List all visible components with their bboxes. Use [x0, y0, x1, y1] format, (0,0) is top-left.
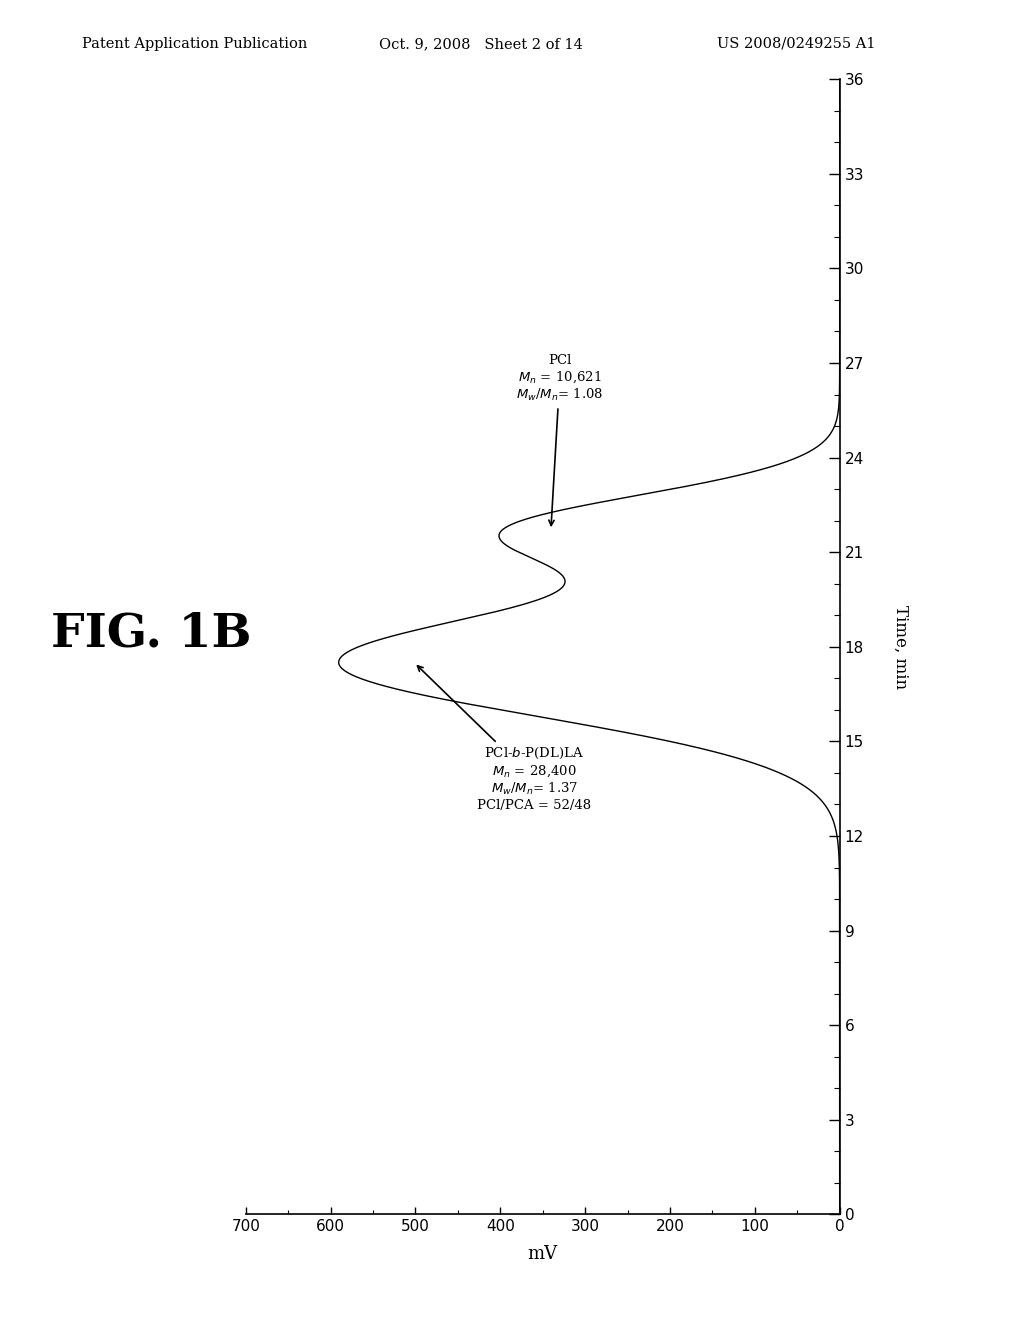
Text: US 2008/0249255 A1: US 2008/0249255 A1 [717, 37, 876, 51]
Text: Oct. 9, 2008   Sheet 2 of 14: Oct. 9, 2008 Sheet 2 of 14 [379, 37, 583, 51]
Text: FIG. 1B: FIG. 1B [51, 611, 252, 656]
Text: PCl
$M_n$ = 10,621
$M_w$/$M_n$= 1.08: PCl $M_n$ = 10,621 $M_w$/$M_n$= 1.08 [516, 354, 603, 525]
Y-axis label: Time, min: Time, min [892, 605, 909, 689]
Text: PCl-$b$-P(DL)LA
$M_n$ = 28,400
$M_w$/$M_n$= 1.37
PCl/PCA = 52/48: PCl-$b$-P(DL)LA $M_n$ = 28,400 $M_w$/$M_… [418, 665, 591, 812]
X-axis label: mV: mV [527, 1245, 558, 1263]
Text: Patent Application Publication: Patent Application Publication [82, 37, 307, 51]
